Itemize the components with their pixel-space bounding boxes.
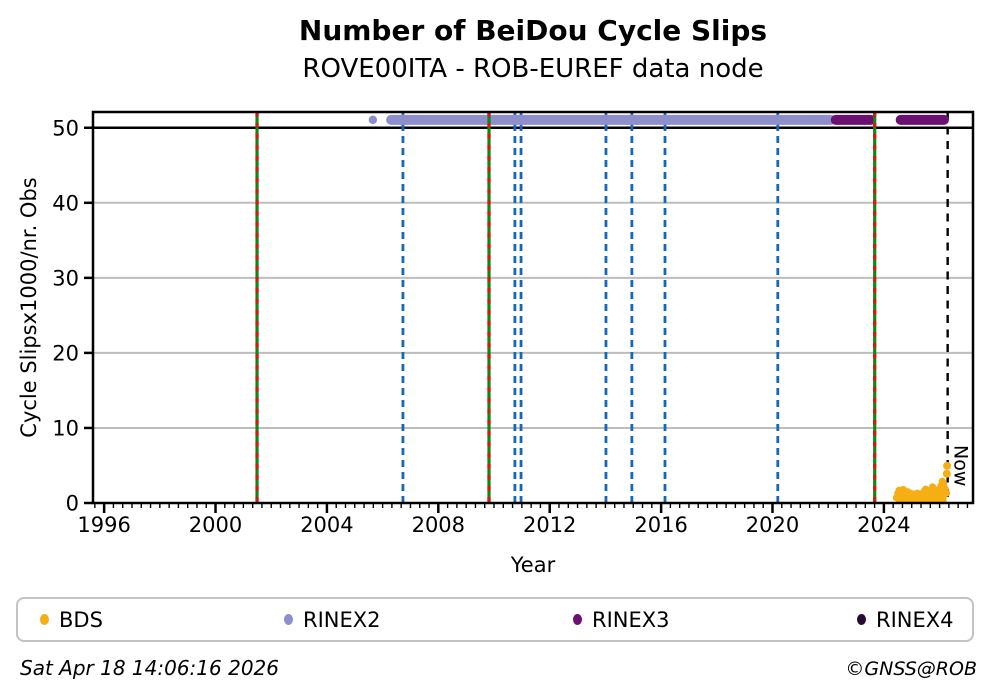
legend-item-rinex2: RINEX2: [284, 599, 381, 640]
y-tick-label: 20: [52, 341, 79, 365]
x-tick-label: 2004: [300, 513, 353, 537]
legend-item-rinex4: RINEX4: [857, 599, 954, 640]
rinex2-marker-icon: [284, 614, 293, 625]
rinex3-marker-icon: [573, 614, 582, 625]
x-tick-label: 2000: [189, 513, 242, 537]
plot-spines: [91, 110, 975, 505]
gridlines: [93, 201, 973, 429]
x-tick-label: 2008: [412, 513, 465, 537]
x-tick-label: 2012: [523, 513, 576, 537]
y-tick-label: 10: [52, 416, 79, 440]
legend-label: BDS: [59, 607, 103, 632]
legend-label: RINEX2: [303, 607, 381, 632]
event-lines-green-red: [255, 112, 877, 503]
y-axis-label: Cycle Slipsx1000/nr. Obs: [17, 177, 41, 437]
bds-outlier-point: [943, 461, 952, 470]
x-tick-label: 1996: [77, 513, 130, 537]
x-tick-label: 2020: [746, 513, 799, 537]
y-tick-label: 50: [52, 116, 79, 140]
legend-item-bds: BDS: [40, 599, 103, 640]
plot-area: Now 1996 2000 2004 2008 2012 2016 2020 2024 Year 0…: [17, 110, 975, 577]
series-rinex2: [368, 114, 836, 125]
y-tick-label: 30: [52, 266, 79, 290]
legend-label: RINEX4: [876, 607, 954, 632]
bds-outlier-point: [942, 469, 951, 478]
y-tick-label: 40: [52, 191, 79, 215]
footer-credit: ©GNSS@ROB: [845, 658, 977, 680]
series-bds: [892, 461, 952, 503]
footer-timestamp: Sat Apr 18 14:06:16 2026: [20, 656, 279, 680]
chart-title: Number of BeiDou Cycle Slips: [298, 14, 768, 47]
y-tick-label: 0: [66, 492, 79, 516]
legend-label: RINEX3: [592, 607, 670, 632]
now-label: Now: [950, 445, 972, 486]
x-axis: 1996 2000 2004 2008 2012 2016 2020 2024 Year: [77, 503, 969, 577]
x-tick-label: 2016: [634, 513, 687, 537]
legend-item-rinex3: RINEX3: [573, 599, 670, 640]
y-axis: 0 10 20 30 40 50 Cycle Slipsx1000/nr. Obs: [17, 116, 93, 516]
x-tick-label: 2024: [857, 513, 910, 537]
point-rinex2: [368, 115, 378, 125]
legend: BDS RINEX2 RINEX3 RINEX4: [16, 597, 974, 642]
event-lines-blue: [401, 112, 780, 503]
bds-marker-icon: [40, 614, 49, 625]
bds-point: [942, 489, 951, 497]
chart-subtitle: ROVE00ITA - ROB-EUREF data node: [302, 54, 764, 84]
rinex4-marker-icon: [857, 614, 866, 625]
x-axis-label: Year: [510, 553, 556, 577]
